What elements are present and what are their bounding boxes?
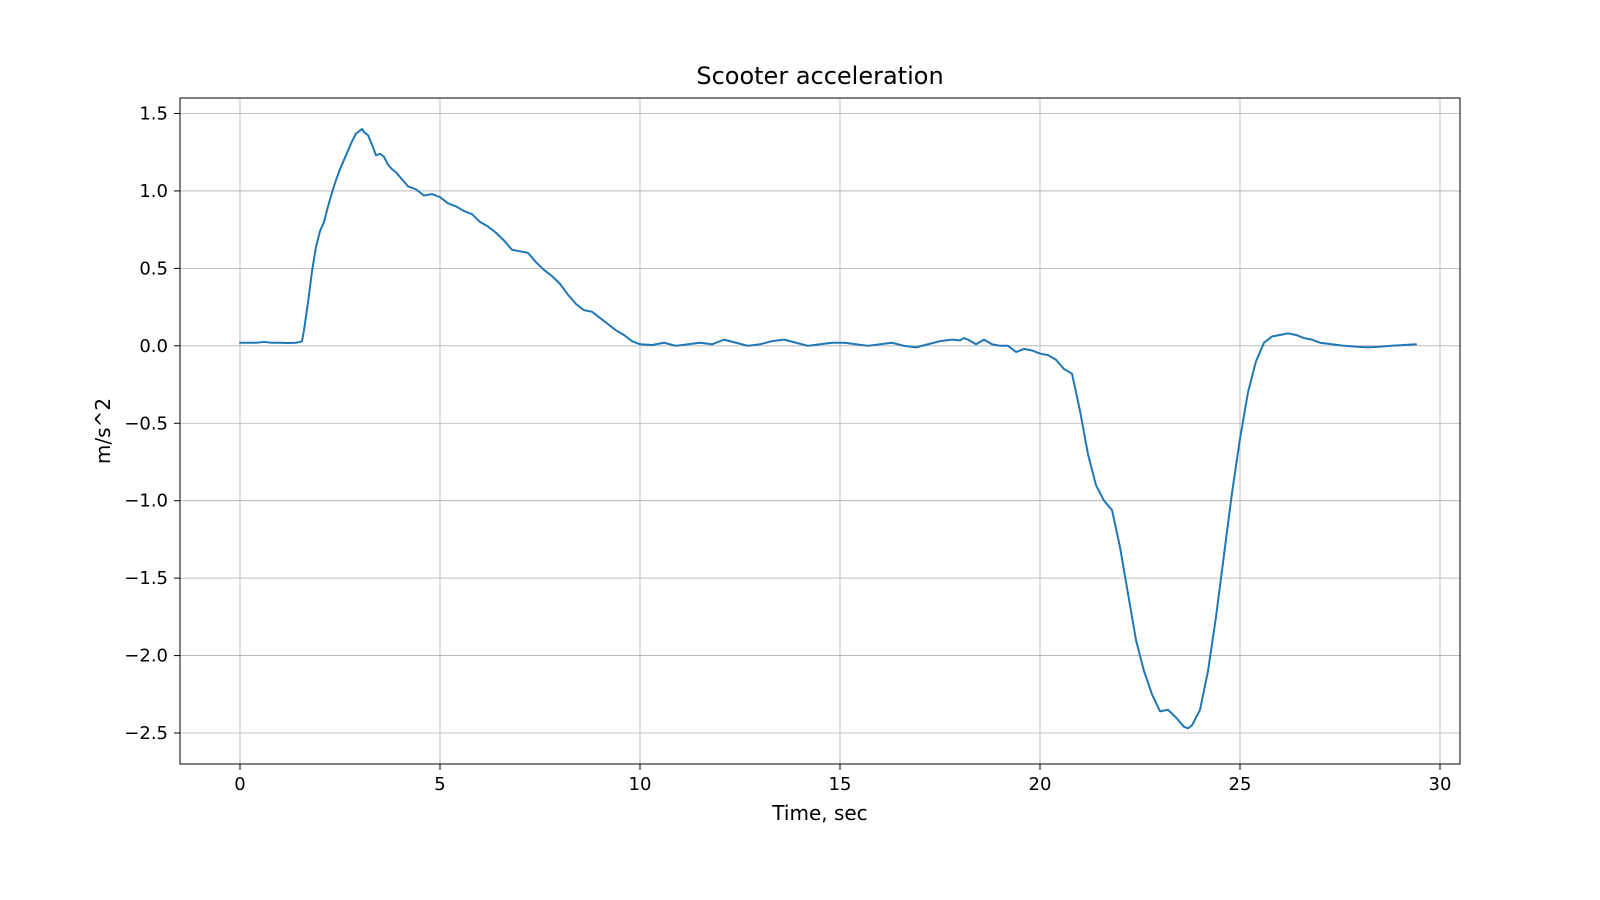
y-tick-label: 1.5 <box>139 103 168 124</box>
plot-background <box>180 98 1460 764</box>
y-tick-labels: −2.5 −2.0 −1.5 −1.0 −0.5 0.0 0.5 1.0 1.5 <box>124 103 168 744</box>
y-axis-label: m/s^2 <box>91 398 115 464</box>
y-tick-label: 0.0 <box>139 336 168 357</box>
chart-container: 0 5 10 15 20 25 30 −2.5 −2.0 −1.5 −1.0 −0.5 0.0 0.5 1… <box>0 0 1600 900</box>
x-tick-label: 15 <box>829 774 852 795</box>
y-tick-label: −2.0 <box>124 646 168 667</box>
x-tick-label: 30 <box>1429 774 1452 795</box>
x-tick-label: 5 <box>434 774 445 795</box>
line-chart: 0 5 10 15 20 25 30 −2.5 −2.0 −1.5 −1.0 −0.5 0.0 0.5 1… <box>0 0 1600 900</box>
x-axis-label: Time, sec <box>771 801 867 825</box>
y-tick-label: −2.5 <box>124 723 168 744</box>
x-tick-label: 0 <box>234 774 245 795</box>
chart-title: Scooter acceleration <box>696 62 943 90</box>
y-tick-label: 0.5 <box>139 258 168 279</box>
y-tick-label: 1.0 <box>139 181 168 202</box>
x-tick-label: 20 <box>1029 774 1052 795</box>
x-tick-label: 25 <box>1229 774 1252 795</box>
x-tick-label: 10 <box>629 774 652 795</box>
x-tick-labels: 0 5 10 15 20 25 30 <box>234 774 1451 795</box>
y-tick-label: −0.5 <box>124 413 168 434</box>
y-tick-label: −1.0 <box>124 491 168 512</box>
y-tick-label: −1.5 <box>124 568 168 589</box>
